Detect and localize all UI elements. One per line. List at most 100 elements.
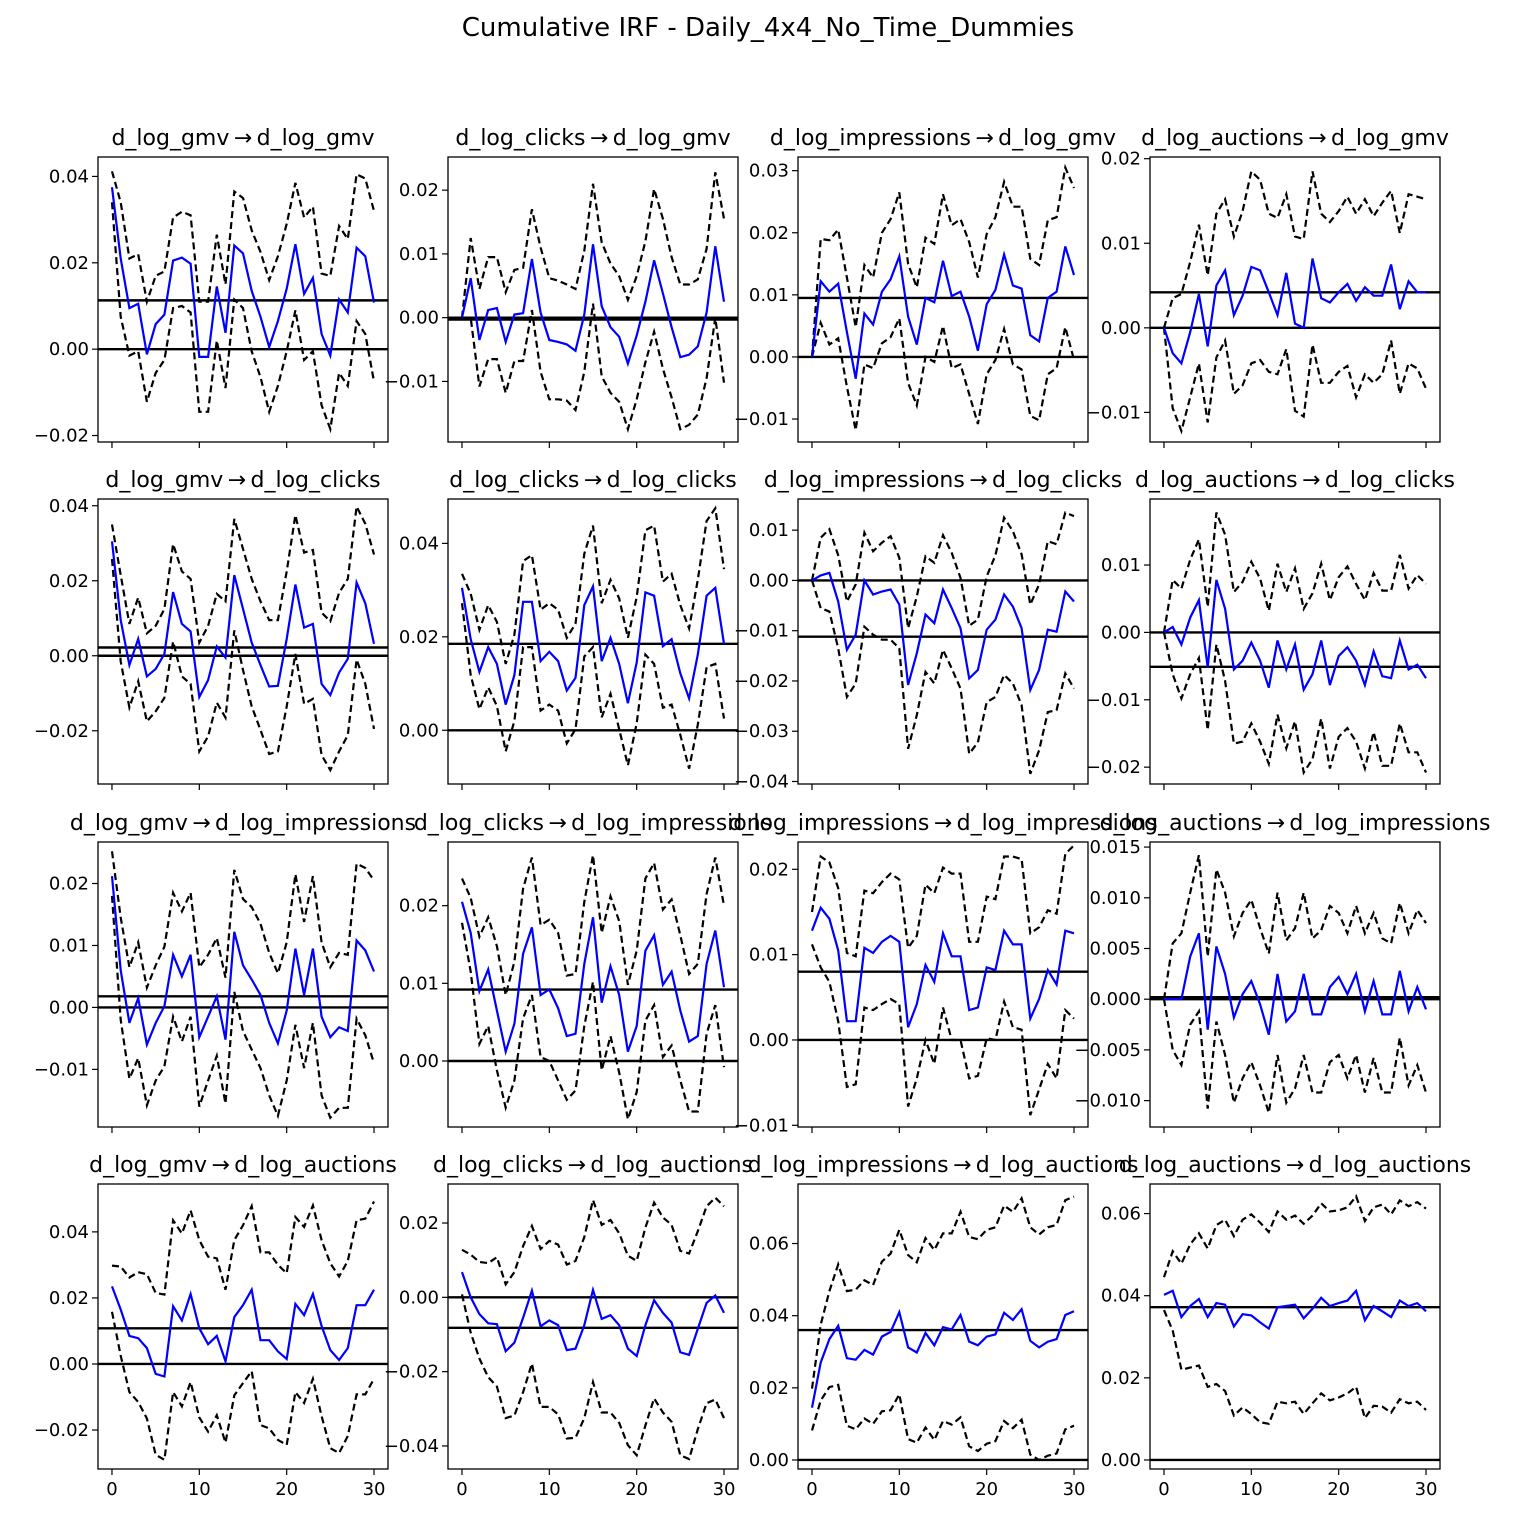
- x-tick-label: 0: [106, 1479, 117, 1500]
- y-tick-label: 0.04: [749, 1306, 789, 1327]
- y-tick-label: 0.02: [749, 859, 789, 880]
- axes-frame: [447, 1183, 739, 1470]
- upper-band-line: [110, 171, 376, 307]
- y-tick-label: 0.00: [1101, 622, 1141, 643]
- plot-area: [98, 502, 388, 773]
- irf-panel: d_log_impressions → d_log_gmv −0.01 0.00 0.…: [734, 126, 1116, 448]
- x-tick-label: 0: [1158, 1479, 1169, 1500]
- irf-panel: d_log_gmv → d_log_clicks −0.02 0.00 0.02 0.0…: [34, 468, 389, 790]
- plot-area: [98, 851, 388, 1120]
- y-tick-label: 0.005: [1089, 938, 1141, 959]
- plot-area: [798, 844, 1088, 1116]
- irf-panel: d_log_auctions → d_log_auctions 0.00 0.02 0…: [1101, 1153, 1471, 1500]
- irf-panel: d_log_auctions → d_log_clicks −0.02 −0.01 0…: [1086, 468, 1455, 790]
- upper-band-line: [460, 505, 726, 665]
- upper-band-line: [1162, 854, 1427, 1000]
- irf-panel: d_log_gmv → d_log_impressions −0.01 0.00 0.…: [34, 811, 416, 1133]
- y-tick-label: 0.00: [49, 646, 89, 667]
- y-tick-label: 0.00: [1101, 318, 1141, 339]
- irf-panel: d_log_gmv → d_log_gmv −0.02 0.00 0.02 0.04: [34, 126, 389, 448]
- x-tick-label: 30: [363, 1479, 386, 1500]
- lower-band-line: [1162, 1309, 1427, 1426]
- y-tick-label: 0.04: [49, 496, 89, 517]
- panel-title: d_log_auctions → d_log_gmv: [1141, 126, 1449, 151]
- panel-title: d_log_impressions → d_log_gmv: [770, 126, 1116, 151]
- x-tick-label: 20: [975, 1479, 998, 1500]
- plot-area: [98, 171, 388, 434]
- y-tick-label: −0.01: [734, 409, 789, 430]
- y-tick-label: 0.02: [49, 874, 89, 895]
- y-tick-label: 0.02: [49, 253, 89, 274]
- y-tick-label: 0.04: [1101, 1286, 1141, 1307]
- y-tick-label: 0.00: [749, 347, 789, 368]
- y-tick-label: 0.00: [399, 1051, 439, 1072]
- upper-band-line: [810, 1195, 1075, 1389]
- lower-band-line: [460, 1294, 725, 1461]
- plot-area: [798, 1195, 1088, 1462]
- lower-band-line: [460, 603, 726, 769]
- y-tick-label: 0.010: [1089, 888, 1141, 909]
- x-tick-label: 0: [806, 1479, 817, 1500]
- lower-band-line: [462, 303, 726, 433]
- panel-title: d_log_clicks → d_log_auctions: [433, 1153, 753, 1178]
- x-tick-label: 30: [713, 1479, 736, 1500]
- irf-line: [810, 1306, 1075, 1408]
- y-tick-label: −0.02: [384, 1362, 439, 1383]
- y-tick-label: 0.01: [399, 973, 439, 994]
- axes-frame: [97, 841, 389, 1128]
- y-tick-label: 0.01: [749, 285, 789, 306]
- x-tick-label: 10: [538, 1479, 561, 1500]
- axes-frame: [797, 841, 1089, 1128]
- axes-frame: [797, 498, 1089, 785]
- x-tick-label: 0: [456, 1479, 467, 1500]
- plot-area: [98, 1201, 388, 1462]
- lower-band-line: [810, 944, 1075, 1116]
- irf-panel: d_log_clicks → d_log_gmv −0.01 0.00 0.01 0.0…: [384, 126, 739, 448]
- irf-line: [110, 541, 376, 701]
- plot-area: [448, 172, 738, 433]
- lower-band-line: [810, 580, 1075, 775]
- y-tick-label: 0.01: [1101, 233, 1141, 254]
- y-tick-label: 0.02: [749, 1378, 789, 1399]
- axes-frame: [797, 156, 1089, 443]
- lower-band-line: [110, 558, 376, 773]
- plot-area: [448, 505, 738, 769]
- y-tick-label: 0.01: [749, 945, 789, 966]
- axes-frame: [97, 498, 389, 785]
- irf-line: [1164, 932, 1428, 1036]
- irf-line: [460, 244, 726, 368]
- y-tick-label: 0.01: [399, 244, 439, 265]
- axes-frame: [1149, 1183, 1441, 1470]
- axes-frame: [447, 498, 739, 785]
- axes-frame: [1149, 841, 1441, 1128]
- figure-title: Cumulative IRF - Daily_4x4_No_Time_Dummi…: [462, 13, 1074, 43]
- upper-band-line: [1162, 169, 1427, 329]
- y-tick-label: −0.02: [734, 671, 789, 692]
- panel-title: d_log_gmv → d_log_auctions: [89, 1153, 397, 1178]
- irf-line: [1163, 1288, 1427, 1331]
- panel-title: d_log_auctions → d_log_clicks: [1135, 468, 1455, 493]
- y-tick-label: 0.02: [749, 223, 789, 244]
- irf-panel: d_log_auctions → d_log_impressions −0.010…: [1074, 811, 1490, 1133]
- y-tick-label: 0.02: [1101, 1368, 1141, 1389]
- y-tick-label: 0.02: [399, 180, 439, 201]
- upper-band-line: [1162, 512, 1427, 633]
- y-tick-label: −0.02: [34, 721, 89, 742]
- irf-line: [810, 246, 1076, 379]
- panel-title: d_log_clicks → d_log_clicks: [449, 468, 736, 493]
- irf-panel: d_log_clicks → d_log_clicks 0.00 0.02 0.04: [399, 468, 739, 790]
- lower-band-line: [110, 895, 376, 1120]
- irf-line: [110, 875, 376, 1049]
- y-tick-label: −0.01: [34, 1059, 89, 1080]
- irf-line: [110, 187, 376, 360]
- upper-band-line: [111, 1201, 375, 1296]
- plot-area: [448, 1196, 738, 1461]
- y-tick-label: 0.02: [49, 1288, 89, 1309]
- y-tick-label: 0.04: [399, 533, 439, 554]
- y-tick-label: −0.02: [1086, 757, 1141, 778]
- y-tick-label: −0.04: [384, 1436, 439, 1457]
- y-tick-label: −0.01: [734, 621, 789, 642]
- y-tick-label: 0.02: [1101, 149, 1141, 170]
- y-tick-label: 0.03: [749, 161, 789, 182]
